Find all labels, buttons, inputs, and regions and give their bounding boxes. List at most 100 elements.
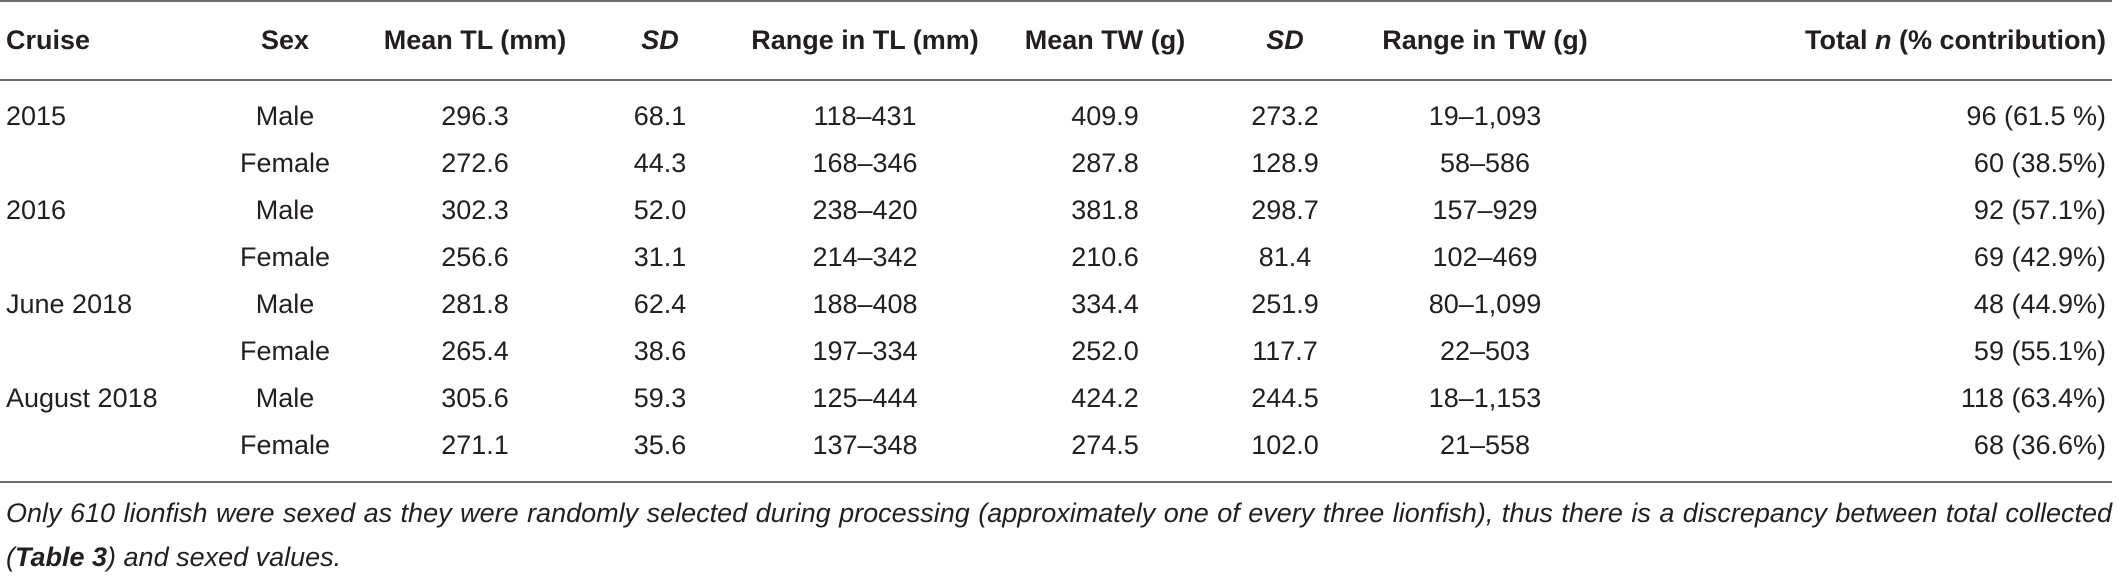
header-sd-tl-text: SD (641, 25, 679, 55)
cell-sd-tw: 298.7 (1251, 195, 1319, 225)
cell-cruise (0, 328, 200, 375)
cell-range-tw: 102–469 (1432, 242, 1538, 272)
cell-mean-tw: 252.0 (1071, 336, 1139, 366)
header-sd-tl: SD (580, 1, 740, 80)
cell-cruise: June 2018 (6, 289, 133, 319)
cell-range-tl: 197–334 (812, 336, 918, 366)
header-row: Cruise Sex Mean TL (mm) SD Range in TL (… (0, 1, 2112, 80)
cell-range-tw: 22–503 (1439, 336, 1531, 366)
cell-mean-tw: 381.8 (1071, 195, 1139, 225)
table-row: 2015 Male 296.3 68.1 118–431 409.9 273.2 19–1,0… (0, 80, 2112, 140)
header-mean-tw: Mean TW (g) (1024, 25, 1186, 55)
cell-total: 118 (63.4%) (1960, 383, 2106, 413)
cell-sd-tl: 68.1 (633, 101, 687, 131)
cell-mean-tl: 272.6 (441, 148, 509, 178)
cell-range-tw: 58–586 (1439, 148, 1531, 178)
cell-sd-tw: 251.9 (1251, 289, 1319, 319)
cell-mean-tw: 409.9 (1071, 101, 1139, 131)
cell-sex: Female (239, 430, 331, 460)
cell-sd-tw: 81.4 (1258, 242, 1312, 272)
cell-sex: Female (239, 148, 331, 178)
cell-range-tw: 18–1,153 (1428, 383, 1542, 413)
cell-cruise (0, 234, 200, 281)
cell-mean-tl: 265.4 (441, 336, 509, 366)
cell-sd-tw: 128.9 (1251, 148, 1319, 178)
cell-sd-tl: 52.0 (633, 195, 687, 225)
cell-mean-tl: 296.3 (441, 101, 509, 131)
cell-total: 69 (42.9%) (1973, 242, 2106, 272)
table-body: 2015 Male 296.3 68.1 118–431 409.9 273.2 19–1,0… (0, 80, 2112, 482)
cell-mean-tw: 287.8 (1071, 148, 1139, 178)
table-row: Female 265.4 38.6 197–334 252.0 117.7 22–503 59… (0, 328, 2112, 375)
cell-range-tl: 188–408 (812, 289, 918, 319)
footnote-text-before: Only 610 lionfish were sexed as they wer… (6, 498, 2112, 572)
cell-sex: Male (255, 289, 315, 319)
data-table: Cruise Sex Mean TL (mm) SD Range in TL (… (0, 1, 2112, 482)
cell-sd-tl: 31.1 (633, 242, 687, 272)
cell-sd-tw: 273.2 (1251, 101, 1319, 131)
cell-sd-tl: 62.4 (633, 289, 687, 319)
table-header: Cruise Sex Mean TL (mm) SD Range in TL (… (0, 1, 2112, 80)
cell-sd-tl: 35.6 (633, 430, 687, 460)
header-total-pre: Total (1805, 25, 1876, 55)
table-row: June 2018 Male 281.8 62.4 188–408 334.4 251.9 8… (0, 281, 2112, 328)
cell-mean-tl: 305.6 (441, 383, 509, 413)
cell-range-tl: 214–342 (812, 242, 918, 272)
cell-sex: Male (255, 383, 315, 413)
cell-cruise (0, 140, 200, 187)
header-sex: Sex (260, 25, 310, 55)
cell-cruise (0, 422, 200, 482)
cell-range-tl: 125–444 (812, 383, 918, 413)
table-row: Female 271.1 35.6 137–348 274.5 102.0 21–558 68… (0, 422, 2112, 482)
table-row: Female 256.6 31.1 214–342 210.6 81.4 102–469 69… (0, 234, 2112, 281)
cell-cruise: 2015 (6, 101, 67, 131)
cell-total: 92 (57.1%) (1973, 195, 2106, 225)
cell-sd-tw: 102.0 (1251, 430, 1319, 460)
table-row: Female 272.6 44.3 168–346 287.8 128.9 58–586 60… (0, 140, 2112, 187)
cell-mean-tw: 334.4 (1071, 289, 1139, 319)
footnote-table-ref: Table 3 (15, 542, 108, 572)
cell-total: 96 (61.5 %) (1966, 101, 2106, 131)
header-total-n: n (1875, 25, 1892, 55)
cell-mean-tl: 281.8 (441, 289, 509, 319)
cell-total: 68 (36.6%) (1973, 430, 2106, 460)
cell-sd-tl: 59.3 (633, 383, 687, 413)
cell-range-tl: 238–420 (812, 195, 918, 225)
cell-range-tw: 157–929 (1432, 195, 1538, 225)
header-mean-tl: Mean TL (mm) (383, 25, 567, 55)
cell-range-tw: 80–1,099 (1428, 289, 1542, 319)
cell-sd-tl: 38.6 (633, 336, 687, 366)
cell-sd-tl: 44.3 (633, 148, 687, 178)
cell-total: 59 (55.1%) (1973, 336, 2106, 366)
header-range-tw: Range in TW (g) (1382, 25, 1588, 55)
cell-sex: Male (255, 101, 315, 131)
header-sd-tw-text: SD (1266, 25, 1304, 55)
cell-mean-tl: 302.3 (441, 195, 509, 225)
table-row: 2016 Male 302.3 52.0 238–420 381.8 298.7 157–92… (0, 187, 2112, 234)
cell-range-tl: 118–431 (813, 101, 917, 131)
table-row: August 2018 Male 305.6 59.3 125–444 424.2 244.… (0, 375, 2112, 422)
cell-range-tw: 19–1,093 (1428, 101, 1542, 131)
header-total-post: (% contribution) (1891, 25, 2106, 55)
footnote-text-after: ) and sexed values. (107, 542, 342, 572)
cell-sex: Female (239, 336, 331, 366)
header-cruise: Cruise (6, 25, 91, 55)
cell-cruise: August 2018 (6, 383, 158, 413)
cell-sex: Male (255, 195, 315, 225)
header-sd-tw: SD (1220, 1, 1350, 80)
cell-total: 48 (44.9%) (1973, 289, 2106, 319)
cell-cruise: 2016 (6, 195, 67, 225)
cell-mean-tw: 424.2 (1071, 383, 1139, 413)
cell-total: 60 (38.5%) (1973, 148, 2106, 178)
cell-mean-tl: 256.6 (441, 242, 509, 272)
table-footnote: Only 610 lionfish were sexed as they wer… (0, 491, 2112, 579)
cell-sex: Female (239, 242, 331, 272)
header-total: Total n (% contribution) (1620, 1, 2112, 80)
cell-range-tw: 21–558 (1439, 430, 1531, 460)
cell-mean-tw: 274.5 (1071, 430, 1139, 460)
cell-mean-tl: 271.1 (441, 430, 509, 460)
cell-sd-tw: 117.7 (1252, 336, 1318, 366)
cell-mean-tw: 210.6 (1071, 242, 1139, 272)
header-range-tl: Range in TL (mm) (751, 25, 979, 55)
